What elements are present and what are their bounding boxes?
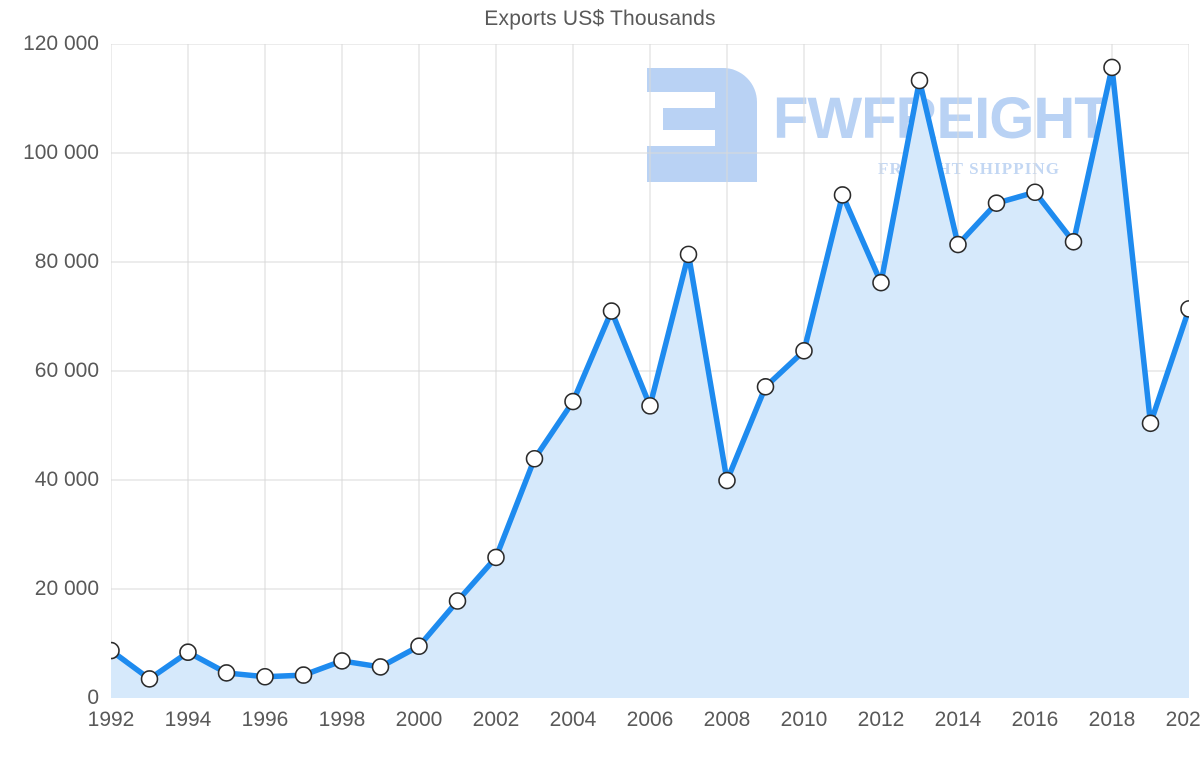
- x-axis-tick-label: 1998: [318, 708, 366, 731]
- chart-title: Exports US$ Thousands: [484, 7, 716, 30]
- data-point-marker[interactable]: [642, 398, 658, 414]
- data-point-marker[interactable]: [835, 187, 851, 203]
- data-point-marker[interactable]: [604, 303, 620, 319]
- area-fill: [111, 67, 1189, 698]
- data-point-marker[interactable]: [950, 237, 966, 253]
- x-axis-tick-label: 2008: [703, 708, 751, 731]
- data-point-marker[interactable]: [989, 195, 1005, 211]
- x-axis-tick-label: 2000: [395, 708, 443, 731]
- plot-area: [111, 44, 1189, 698]
- data-point-marker[interactable]: [257, 669, 273, 685]
- data-point-marker[interactable]: [1066, 234, 1082, 250]
- y-axis-tick-label: 40 000: [34, 468, 99, 491]
- data-point-marker[interactable]: [719, 473, 735, 489]
- data-point-marker[interactable]: [565, 394, 581, 410]
- data-point-marker[interactable]: [142, 671, 158, 687]
- data-point-marker[interactable]: [373, 659, 389, 675]
- x-axis-tick-label: 2006: [626, 708, 674, 731]
- x-axis-tick-label: 2014: [934, 708, 982, 731]
- x-axis-tick-label: 2010: [780, 708, 828, 731]
- data-point-marker[interactable]: [488, 549, 504, 565]
- y-axis-tick-label: 60 000: [34, 359, 99, 382]
- y-axis-labels: 0 20 000 40 000 60 000 80 000 100 000 120 000: [0, 32, 99, 709]
- y-axis-tick-label: 80 000: [34, 250, 99, 273]
- data-point-marker[interactable]: [527, 451, 543, 467]
- data-point-marker[interactable]: [681, 246, 697, 262]
- y-axis-tick-label: 100 000: [23, 141, 99, 164]
- data-point-marker[interactable]: [873, 275, 889, 291]
- data-markers: [111, 59, 1189, 686]
- data-point-marker[interactable]: [1143, 415, 1159, 431]
- x-axis-tick-label: 2004: [549, 708, 597, 731]
- x-axis-tick-label: 2002: [472, 708, 520, 731]
- x-axis-tick-label: 1992: [87, 708, 135, 731]
- data-point-marker[interactable]: [796, 343, 812, 359]
- y-axis-tick-label: 120 000: [23, 32, 99, 55]
- x-axis-labels: 1992 1994 1996 1998 2000 2002 2004 2006 2008 2010…: [88, 708, 1200, 742]
- data-point-marker[interactable]: [1104, 59, 1120, 75]
- data-point-marker[interactable]: [296, 667, 312, 683]
- x-axis-tick-label: 2018: [1088, 708, 1136, 731]
- y-axis-tick-label: 0: [87, 686, 99, 709]
- data-point-marker[interactable]: [334, 653, 350, 669]
- data-point-marker[interactable]: [758, 379, 774, 395]
- x-axis-tick-label: 2020: [1165, 708, 1200, 731]
- data-point-marker[interactable]: [111, 643, 119, 659]
- data-point-marker[interactable]: [1027, 184, 1043, 200]
- y-axis-tick-label: 20 000: [34, 577, 99, 600]
- data-point-marker[interactable]: [411, 638, 427, 654]
- data-point-marker[interactable]: [219, 665, 235, 681]
- data-point-marker[interactable]: [450, 593, 466, 609]
- x-axis-tick-label: 2016: [1011, 708, 1059, 731]
- data-point-marker[interactable]: [1181, 301, 1189, 317]
- x-axis-tick-label: 2012: [857, 708, 905, 731]
- x-axis-tick-label: 1994: [164, 708, 212, 731]
- data-point-marker[interactable]: [912, 73, 928, 89]
- x-axis-tick-label: 1996: [241, 708, 289, 731]
- data-point-marker[interactable]: [180, 644, 196, 660]
